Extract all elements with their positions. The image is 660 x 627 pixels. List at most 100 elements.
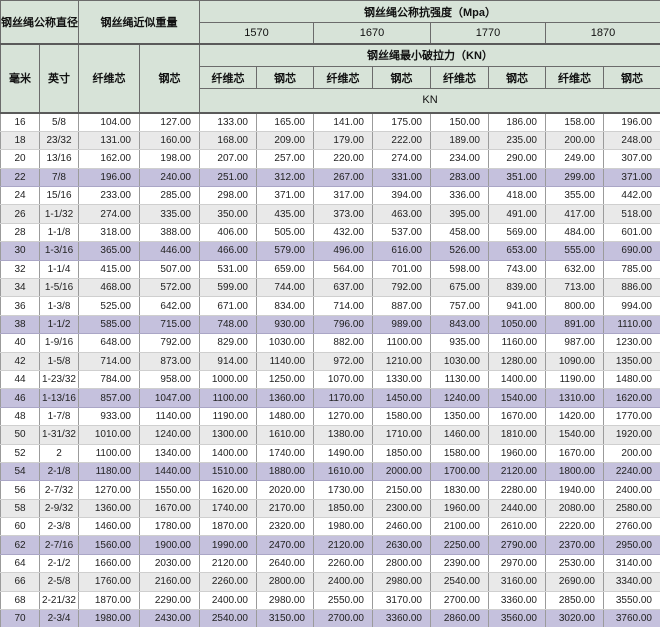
cell-1770-steel: 2120.00 [488, 461, 546, 482]
cell-diameter-mm: 30 [0, 241, 40, 261]
cell-1570-fiber: 350.00 [199, 204, 257, 224]
cell-1670-steel: 394.00 [372, 186, 431, 206]
cell-1770-steel: 569.00 [488, 222, 546, 243]
cell-diameter-inch: 23/32 [39, 130, 79, 151]
cell-1770-fiber: 1030.00 [430, 351, 489, 371]
cell-diameter-mm: 56 [0, 480, 40, 500]
cell-1870-steel: 307.00 [603, 149, 660, 169]
cell-diameter-mm: 62 [0, 535, 40, 555]
cell-1570-fiber: 1300.00 [199, 425, 257, 445]
cell-1770-fiber: 598.00 [430, 259, 489, 280]
cell-1670-steel: 1330.00 [372, 369, 431, 390]
cell-diameter-mm: 42 [0, 351, 40, 371]
cell-weight-steel: 2030.00 [139, 553, 200, 574]
cell-1570-fiber: 298.00 [199, 186, 257, 206]
cell-1870-fiber: 987.00 [545, 333, 604, 353]
cell-weight-fiber: 1660.00 [78, 553, 140, 574]
cell-diameter-mm: 44 [0, 369, 40, 390]
cell-1770-fiber: 458.00 [430, 222, 489, 243]
cell-1870-steel: 2760.00 [603, 517, 660, 537]
cell-1670-steel: 2800.00 [372, 553, 431, 574]
cell-1670-steel: 175.00 [372, 112, 431, 132]
cell-1570-steel: 1030.00 [256, 333, 314, 353]
cell-1570-fiber: 406.00 [199, 222, 257, 243]
cell-1570-steel: 1480.00 [256, 406, 314, 427]
cell-1670-steel: 1580.00 [372, 406, 431, 427]
cell-1770-steel: 941.00 [488, 296, 546, 316]
header-weight-fiber-core: 纤维芯 [78, 43, 140, 114]
cell-1670-steel: 2980.00 [372, 572, 431, 592]
cell-1670-fiber: 2400.00 [313, 572, 373, 592]
header-grade-1670: 1670 [313, 22, 431, 45]
cell-diameter-inch: 13/16 [39, 149, 79, 169]
cell-diameter-inch: 5/8 [39, 112, 79, 132]
cell-weight-steel: 715.00 [139, 314, 200, 335]
cell-weight-steel: 2430.00 [139, 609, 200, 627]
cell-1870-steel: 601.00 [603, 222, 660, 243]
cell-weight-steel: 240.00 [139, 167, 200, 188]
cell-1770-steel: 653.00 [488, 241, 546, 261]
cell-diameter-inch: 1-1/8 [39, 222, 79, 243]
cell-1570-fiber: 1620.00 [199, 480, 257, 500]
cell-1870-fiber: 2080.00 [545, 498, 604, 519]
cell-diameter-inch: 2-7/16 [39, 535, 79, 555]
cell-1770-fiber: 1580.00 [430, 443, 489, 463]
cell-diameter-mm: 36 [0, 296, 40, 316]
table-row: 66 2-5/8 1760.00 2160.00 2260.00 2800.00 2400.… [0, 572, 660, 592]
table-row: 60 2-3/8 1460.00 1780.00 1870.00 2320.00 1980.… [0, 517, 660, 537]
cell-diameter-inch: 1-1/4 [39, 259, 79, 280]
header-1570-fiber-core: 纤维芯 [199, 66, 257, 89]
cell-1770-fiber: 2860.00 [430, 609, 489, 627]
cell-1670-fiber: 141.00 [313, 112, 373, 132]
cell-1770-steel: 2440.00 [488, 498, 546, 519]
cell-1770-steel: 1960.00 [488, 443, 546, 463]
cell-weight-steel: 285.00 [139, 186, 200, 206]
cell-1570-steel: 2320.00 [256, 517, 314, 537]
cell-1870-fiber: 484.00 [545, 222, 604, 243]
cell-1770-steel: 743.00 [488, 259, 546, 280]
cell-1670-steel: 1710.00 [372, 425, 431, 445]
cell-1770-steel: 1160.00 [488, 333, 546, 353]
cell-1670-steel: 331.00 [372, 167, 431, 188]
cell-1670-fiber: 2550.00 [313, 590, 373, 611]
cell-1770-steel: 418.00 [488, 186, 546, 206]
cell-1870-fiber: 1420.00 [545, 406, 604, 427]
header-1570-steel-core: 钢芯 [256, 66, 314, 89]
header-1670-steel-core: 钢芯 [372, 66, 431, 89]
cell-1670-fiber: 1610.00 [313, 461, 373, 482]
cell-1770-fiber: 2540.00 [430, 572, 489, 592]
cell-diameter-inch: 2-5/8 [39, 572, 79, 592]
cell-1670-steel: 463.00 [372, 204, 431, 224]
cell-diameter-mm: 28 [0, 222, 40, 243]
cell-1770-steel: 491.00 [488, 204, 546, 224]
cell-weight-fiber: 857.00 [78, 388, 140, 408]
cell-1570-fiber: 1000.00 [199, 369, 257, 390]
cell-1770-steel: 839.00 [488, 278, 546, 298]
cell-diameter-inch: 1-13/16 [39, 388, 79, 408]
table-row: 64 2-1/2 1660.00 2030.00 2120.00 2640.00 2260.… [0, 553, 660, 574]
cell-weight-steel: 2160.00 [139, 572, 200, 592]
cell-1870-fiber: 2530.00 [545, 553, 604, 574]
cell-1870-steel: 994.00 [603, 296, 660, 316]
header-weight-steel-core: 钢芯 [139, 43, 200, 114]
header-unit-kn: KN [199, 88, 660, 114]
cell-1670-steel: 1210.00 [372, 351, 431, 371]
cell-diameter-inch: 1-1/2 [39, 314, 79, 335]
table-row: 20 13/16 162.00 198.00 207.00 257.00 220.00 274… [0, 149, 660, 169]
table-row: 28 1-1/8 318.00 388.00 406.00 505.00 432.00 537… [0, 222, 660, 243]
cell-1670-steel: 1100.00 [372, 333, 431, 353]
cell-weight-steel: 1340.00 [139, 443, 200, 463]
cell-1570-steel: 371.00 [256, 186, 314, 206]
cell-1570-fiber: 2540.00 [199, 609, 257, 627]
cell-1670-fiber: 1980.00 [313, 517, 373, 537]
table-row: 26 1-1/32 274.00 335.00 350.00 435.00 373.00 46… [0, 204, 660, 224]
table-row: 44 1-23/32 784.00 958.00 1000.00 1250.00 1070.… [0, 369, 660, 390]
cell-1670-steel: 2000.00 [372, 461, 431, 482]
header-1770-steel-core: 钢芯 [488, 66, 546, 89]
cell-weight-fiber: 1180.00 [78, 461, 140, 482]
cell-1870-steel: 3550.00 [603, 590, 660, 611]
table-row: 18 23/32 131.00 160.00 168.00 209.00 179.00 222… [0, 130, 660, 151]
cell-1570-fiber: 2260.00 [199, 572, 257, 592]
cell-1870-steel: 1920.00 [603, 425, 660, 445]
cell-1870-steel: 1350.00 [603, 351, 660, 371]
